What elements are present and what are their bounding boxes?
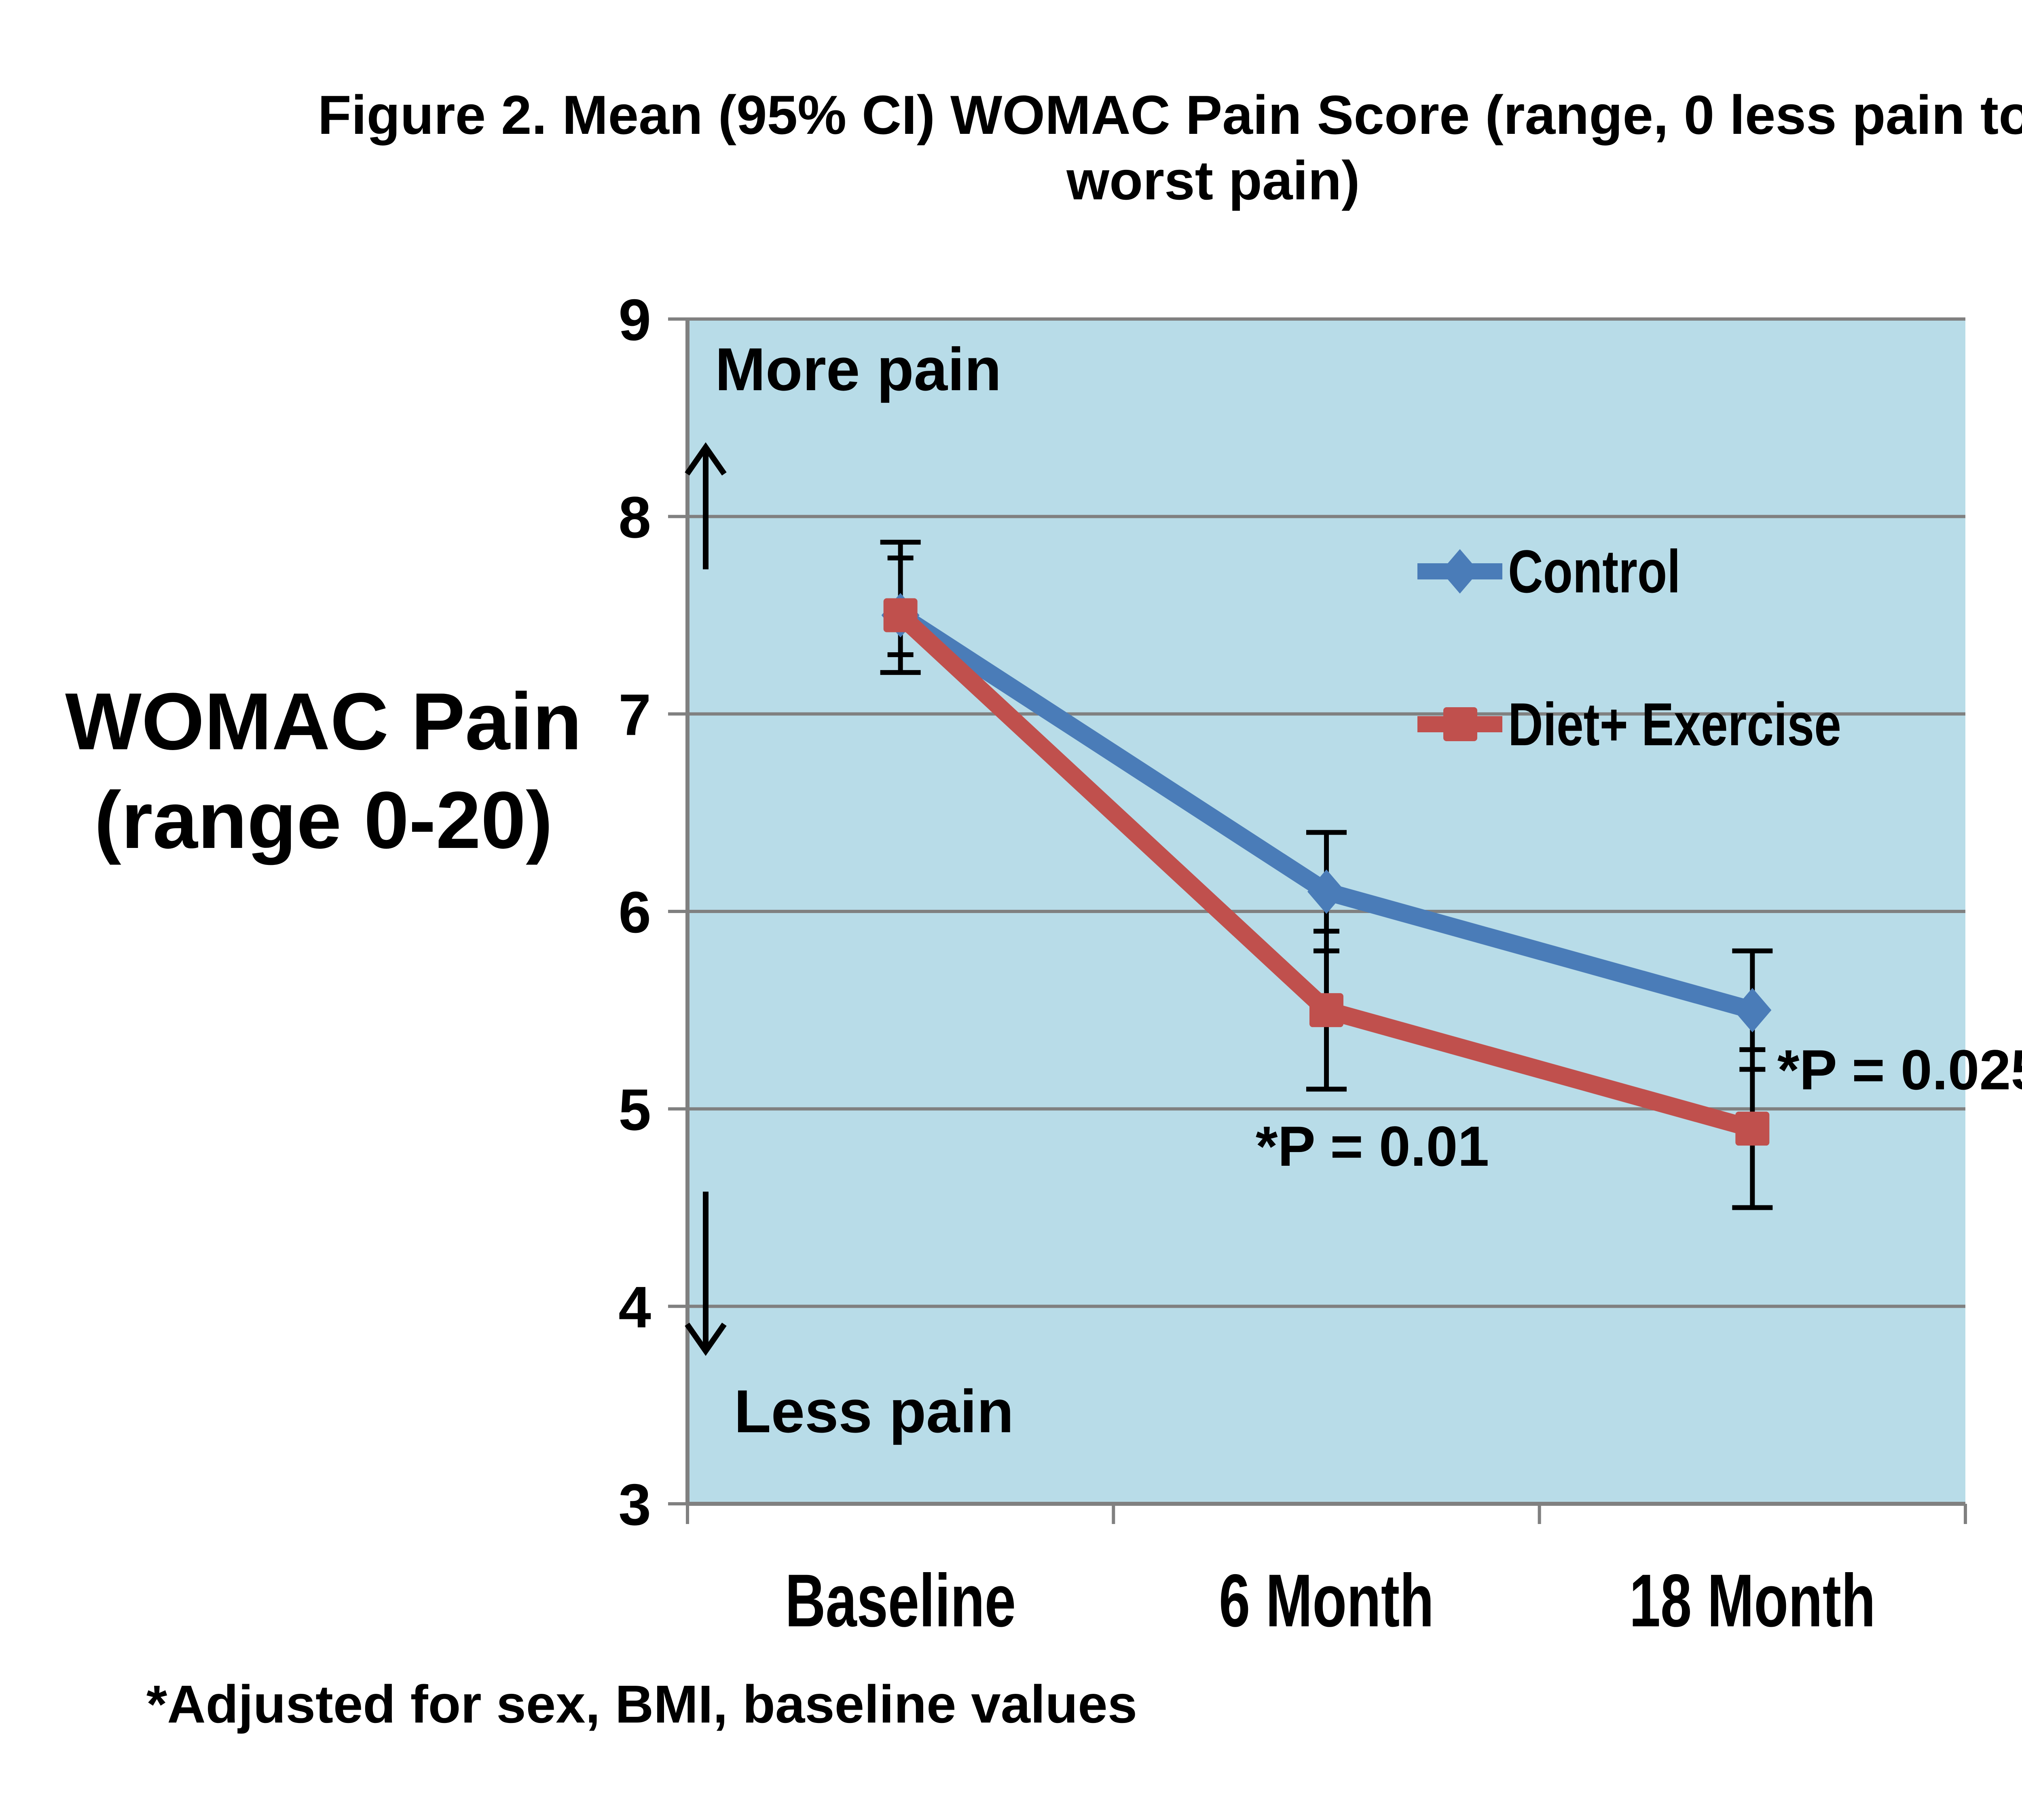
up-arrow-head-icon (685, 442, 727, 476)
footnote: *Adjusted for sex, BMI, baseline values (146, 1674, 1138, 1734)
y-tick-label-5: 5 (618, 1077, 651, 1142)
annotation-more-pain: More pain (715, 335, 1002, 403)
annotation-p-6month: *P = 0.01 (1256, 1114, 1489, 1178)
figure-title: Figure 2. Mean (95% CI) WOMAC Pain Score… (317, 84, 2022, 211)
data-point-square-diet-exercise-2 (1735, 1112, 1770, 1146)
legend-key-diet-exercise (1417, 680, 1502, 769)
y-axis-title: WOMAC Pain (range 0-20) (65, 676, 582, 865)
legend-label-control: Control (1508, 537, 1681, 605)
y-tick-label-9: 9 (618, 287, 651, 353)
y-tick-label-7: 7 (618, 682, 651, 748)
y-tick-label-6: 6 (618, 879, 651, 945)
legend-key-control (1417, 527, 1502, 616)
legend-item-diet-exercise: Diet+ Exercise (1417, 680, 1925, 769)
data-point-diamond-control-1 (1307, 869, 1345, 914)
y-tick-label-8: 8 (618, 484, 651, 550)
legend-label-diet-exercise: Diet+ Exercise (1508, 690, 1841, 758)
x-axis-label-baseline: Baseline (785, 1559, 1016, 1642)
diamond-marker-icon (1441, 549, 1479, 594)
legend-item-control: Control (1417, 527, 1724, 616)
down-arrow-head-icon (685, 1322, 727, 1356)
x-axis-label-6-month: 6 Month (1219, 1559, 1434, 1642)
data-point-diamond-control-2 (1733, 988, 1772, 1033)
x-axis-label-18-month: 18 Month (1629, 1559, 1876, 1642)
annotation-less-pain: Less pain (734, 1377, 1014, 1445)
y-tick-label-3: 3 (618, 1472, 651, 1537)
data-point-square-diet-exercise-0 (883, 598, 918, 632)
annotation-p-18month: *P = 0.025 (1777, 1038, 2022, 1101)
y-tick-label-4: 4 (618, 1275, 651, 1340)
square-marker-icon (1443, 707, 1477, 741)
data-point-square-diet-exercise-1 (1309, 993, 1343, 1027)
